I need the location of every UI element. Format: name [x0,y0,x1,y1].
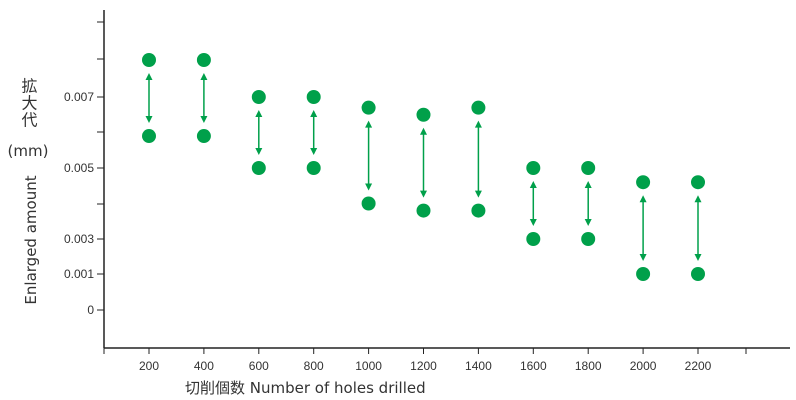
x-tick-label-800: 800 [304,359,324,373]
range-arrow-head-up [694,195,702,203]
data-point-s0-600 [251,90,266,104]
range-arrow-head-down [255,148,263,155]
range-arrow-head-up [255,110,263,117]
data-point-s1-600 [251,161,266,175]
y-axis-title-jp: 拡大代 [19,78,38,129]
data-point-s1-200 [142,129,156,144]
range-arrow-head-up [365,120,373,128]
data-point-s1-400 [196,129,211,144]
range-arrow-2200 [694,195,702,261]
range-arrow-head-down [584,219,592,226]
range-arrow-1400 [474,120,482,198]
range-arrow-800 [310,110,318,155]
range-arrow-head-down [200,116,208,124]
data-point-s0-2200 [691,175,705,190]
range-arrow-600 [255,110,263,155]
range-arrow-1600 [529,181,537,226]
x-tick-label-1400: 1400 [465,359,492,373]
data-point-s1-1400 [471,203,486,218]
data-point-s0-800 [306,90,321,104]
x-axis-title: 切削個数 Number of holes drilled [185,379,426,397]
x-ticks: 200 400 600 800 1000 1200 1400 1600 1800 2000 2200 [103,348,747,373]
range-arrow-2000 [639,195,647,261]
data-point-s0-400 [196,53,211,67]
y-tick-label-0.005: 0.005 [64,161,94,175]
data-point-s0-1600 [526,161,541,175]
range-arrow-head-down [474,190,482,198]
data-point-s0-200 [142,53,156,67]
y-tick-label-0.003: 0.003 [64,232,94,246]
data-point-s0-1000 [361,100,376,115]
range-arrow-head-down [639,254,647,261]
data-point-s0-1400 [471,100,486,115]
x-tick-label-1000: 1000 [355,359,382,373]
range-arrow-head-up [474,120,482,128]
x-tick-label-1200: 1200 [410,359,437,373]
x-tick-label-400: 400 [194,359,214,373]
y-tick-label-0.001: 0.001 [64,267,94,281]
data-point-s0-1200 [416,107,431,122]
y-axis-title-en: Enlarged amount [22,175,40,304]
range-arrow-head-down [145,116,153,124]
data-point-s1-1000 [361,196,376,211]
x-tick-label-200: 200 [139,359,159,373]
range-arrow-400 [200,73,208,124]
x-tick-label-2000: 2000 [630,359,657,373]
range-arrow-head-up [145,73,153,80]
data-point-s1-1800 [581,232,596,246]
range-arrow-1200 [420,127,427,198]
data-point-s1-1600 [526,232,541,246]
range-arrow-head-up [420,127,427,135]
range-arrow-1000 [365,120,373,191]
x-tick-label-1600: 1600 [520,359,547,373]
range-arrow-head-down [310,148,318,155]
range-arrow-200 [145,73,153,124]
data-point-s0-1800 [581,161,596,175]
x-tick-label-2200: 2200 [685,359,712,373]
range-arrow-head-down [529,219,537,226]
range-arrow-head-up [584,181,592,188]
data-point-s1-800 [306,161,321,175]
x-tick-label-1800: 1800 [575,359,602,373]
range-arrow-1800 [584,181,592,226]
range-arrow-head-down [365,183,373,191]
range-arrow-head-down [420,190,427,198]
y-tick-label-0: 0 [87,303,94,317]
x-tick-label-600: 600 [249,359,269,373]
data-point-s1-2200 [691,267,705,281]
data-points [142,53,705,281]
data-point-s1-2000 [636,267,651,281]
data-point-s0-2000 [636,175,651,190]
y-tick-label-0.007: 0.007 [64,90,94,104]
data-point-s1-1200 [416,203,431,218]
range-arrows [145,73,702,261]
range-arrow-head-up [200,73,208,80]
range-arrow-head-up [529,181,537,188]
y-axis-title-unit: (mm) [8,142,49,160]
y-ticks: 0 0.001 0.003 0.005 0.007 [64,21,104,317]
range-arrow-head-up [639,195,647,203]
range-arrow-head-up [310,110,318,117]
range-arrow-head-down [694,254,702,261]
